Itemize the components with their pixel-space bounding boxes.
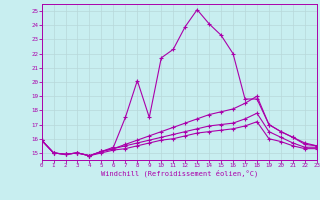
- X-axis label: Windchill (Refroidissement éolien,°C): Windchill (Refroidissement éolien,°C): [100, 170, 258, 177]
